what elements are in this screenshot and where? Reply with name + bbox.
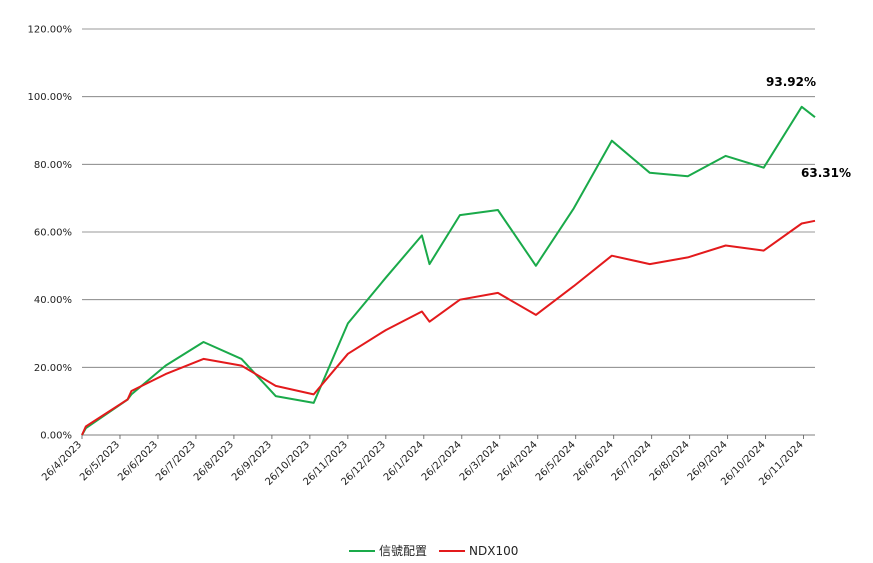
legend-label: NDX100 bbox=[469, 544, 518, 558]
y-tick-label: 60.00% bbox=[34, 228, 72, 239]
data-label: 93.92% bbox=[766, 75, 816, 89]
y-tick-label: 20.00% bbox=[34, 363, 72, 374]
x-axis-ticks: 26/4/202326/5/202326/6/202326/7/202326/8… bbox=[40, 435, 806, 488]
y-tick-label: 100.00% bbox=[28, 92, 73, 103]
y-tick-label: 120.00% bbox=[28, 25, 73, 36]
x-tick-label: 26/6/2024 bbox=[572, 439, 616, 483]
x-tick-label: 26/4/2023 bbox=[40, 439, 84, 483]
x-tick-label: 26/5/2023 bbox=[78, 439, 122, 483]
y-tick-label: 40.00% bbox=[34, 295, 72, 306]
legend: 信號配置 NDX100 bbox=[349, 544, 518, 558]
y-tick-label: 0.00% bbox=[40, 431, 72, 442]
x-tick-label: 26/7/2023 bbox=[154, 439, 198, 483]
x-tick-label: 26/1/2024 bbox=[382, 439, 426, 483]
y-axis-ticks: 0.00% 20.00% 40.00% 60.00% 80.00% 100.00% 120.… bbox=[28, 25, 73, 442]
series-line-1 bbox=[81, 105, 816, 436]
gridlines bbox=[82, 28, 815, 436]
series-lines bbox=[81, 105, 816, 436]
x-tick-label: 26/7/2024 bbox=[610, 439, 654, 483]
series-line-2 bbox=[81, 219, 816, 436]
x-tick-label: 26/8/2023 bbox=[192, 439, 236, 483]
x-tick-label: 26/8/2024 bbox=[648, 439, 692, 483]
annotations: 93.92% 63.31% bbox=[766, 75, 851, 180]
legend-label: 信號配置 bbox=[379, 544, 427, 558]
x-tick-label: 26/2/2024 bbox=[420, 439, 464, 483]
y-tick-label: 80.00% bbox=[34, 160, 72, 171]
x-tick-label: 26/6/2023 bbox=[116, 439, 160, 483]
x-tick-label: 26/4/2024 bbox=[496, 439, 540, 483]
x-tick-label: 26/5/2024 bbox=[534, 439, 578, 483]
data-label: 63.31% bbox=[801, 166, 851, 180]
x-tick-label: 26/3/2024 bbox=[458, 439, 502, 483]
